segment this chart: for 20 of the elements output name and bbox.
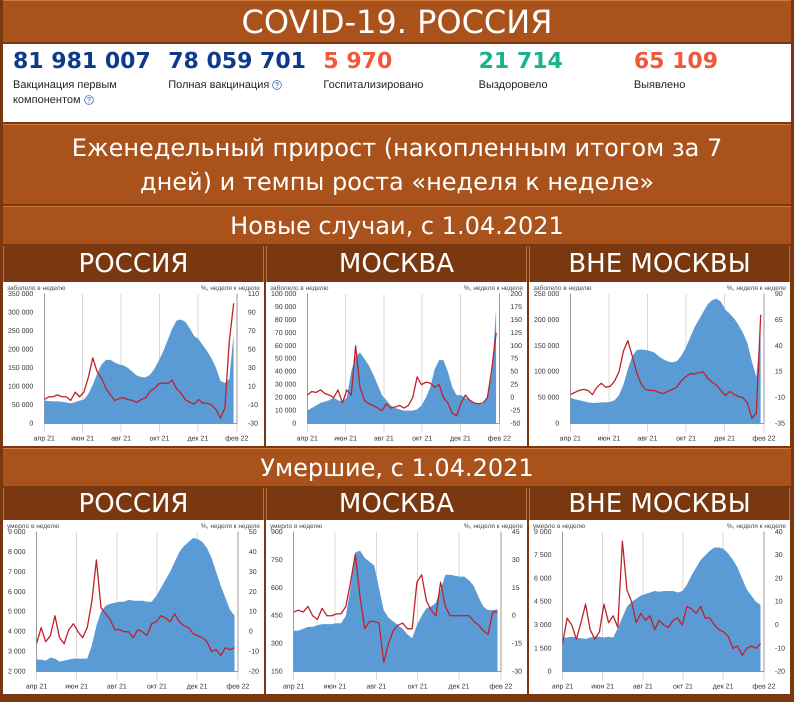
text: 78 059 701	[168, 48, 307, 76]
text: Госпитализировано	[323, 79, 424, 91]
text: Выявлено	[634, 79, 686, 91]
chart-title: РОССИЯ	[3, 488, 264, 520]
chart-title: МОСКВА	[266, 488, 527, 520]
text: Вакцинация первым компонентом	[13, 79, 117, 106]
text: COVID-19. РОССИЯ	[3, 0, 791, 42]
text: 81 981 007	[13, 48, 152, 76]
text: Умершие, с 1.04.2021	[3, 448, 791, 486]
text: Новые случаи, с 1.04.2021	[3, 206, 791, 244]
text: Полная вакцинация	[168, 79, 270, 91]
text: 65 109	[634, 48, 720, 76]
text: 21 714	[478, 48, 564, 76]
text: Выздоровело	[478, 79, 548, 91]
chart-title: ВНЕ МОСКВЫ	[529, 246, 790, 282]
text: 5 970	[323, 48, 394, 76]
chart-title: МОСКВА	[266, 246, 527, 282]
chart-title: РОССИЯ	[3, 246, 264, 282]
chart-title: ВНЕ МОСКВЫ	[529, 488, 790, 520]
text: Еженедельный прирост (накопленным итогом за 7 дней) и темпы роста «неделя к неделе»	[3, 124, 791, 204]
